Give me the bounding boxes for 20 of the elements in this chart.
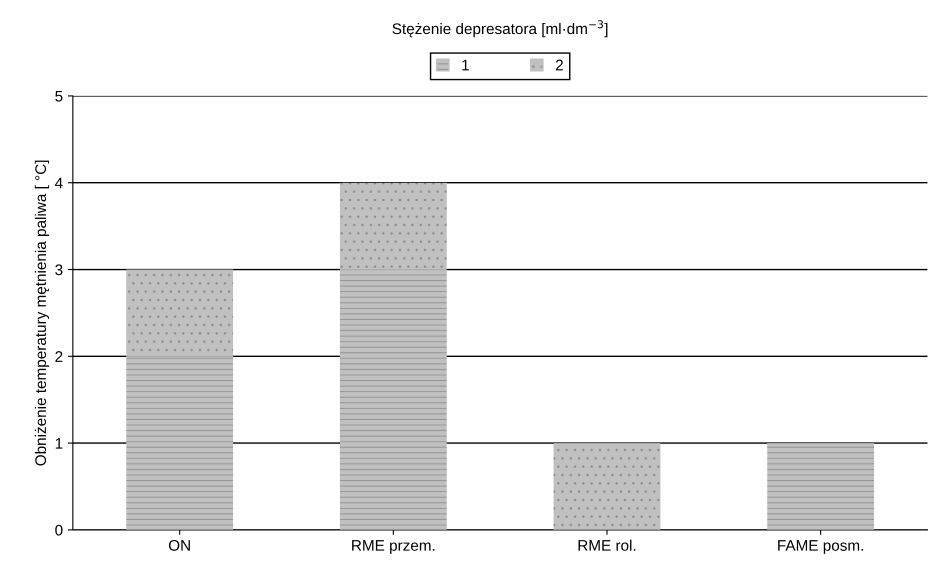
x-tick-label: RME przem. bbox=[352, 540, 434, 554]
bar bbox=[554, 443, 660, 530]
y-tick-label: 2 bbox=[55, 351, 62, 362]
y-tick-label: 4 bbox=[54, 178, 63, 188]
y-axis-title: Obniżenie temperatury mętnienia paliwa [ °C] bbox=[34, 160, 50, 466]
x-tick-label: FAME posm. bbox=[778, 540, 863, 554]
bar bbox=[126, 356, 234, 530]
bar bbox=[126, 270, 234, 356]
bar bbox=[340, 182, 447, 270]
y-tick-label: 0 bbox=[55, 524, 63, 536]
x-tick-label: ON bbox=[168, 540, 190, 551]
bar bbox=[340, 270, 447, 530]
legend-title: Stężenie depresatora [ml·dm$^{−3}$] bbox=[392, 20, 608, 38]
y-tick-label: 5 bbox=[55, 90, 62, 102]
legend-label: 1 bbox=[462, 60, 469, 70]
legend-label: 2 bbox=[556, 60, 563, 70]
y-tick-label: 3 bbox=[55, 264, 62, 276]
x-tick-label: RME rol. bbox=[578, 540, 636, 551]
y-tick-label: 1 bbox=[56, 438, 62, 449]
bar bbox=[767, 443, 874, 530]
